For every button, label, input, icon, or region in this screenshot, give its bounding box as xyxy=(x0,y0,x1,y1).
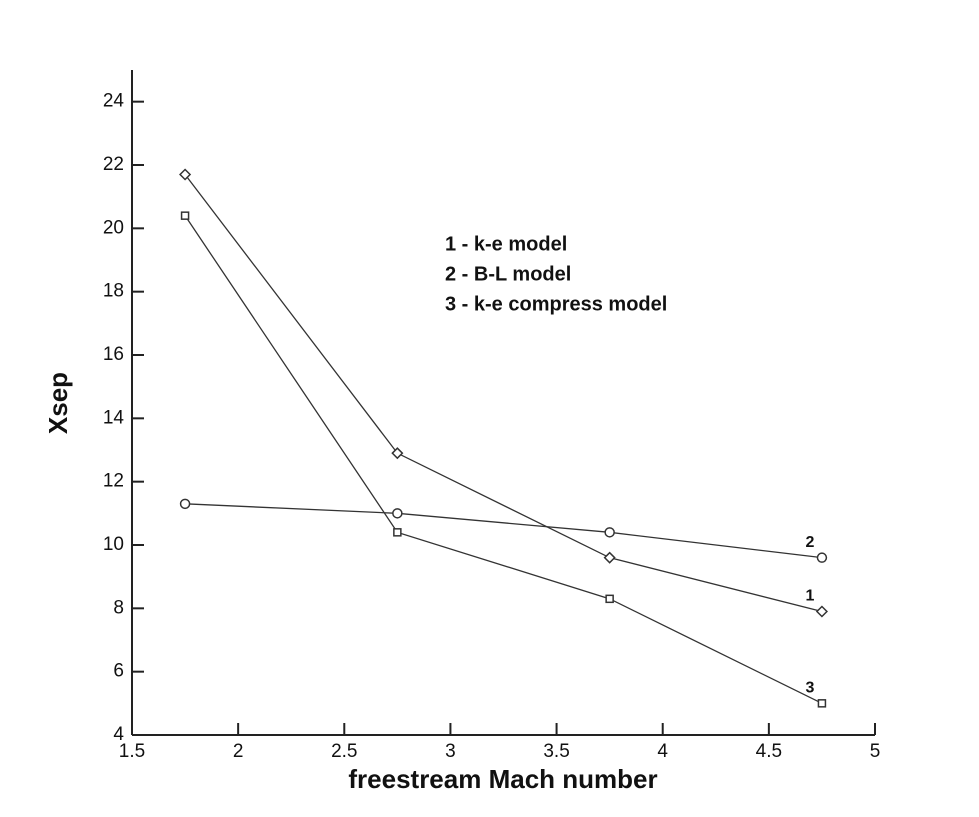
point xyxy=(816,552,828,563)
x-tick-label: 1.5 xyxy=(119,741,145,762)
legend-entry: 1 - k-e model xyxy=(445,233,567,255)
x-tick-label: 4.5 xyxy=(756,741,782,762)
series-tag: 2 xyxy=(805,534,814,551)
y-tick-label: 16 xyxy=(103,344,124,365)
x-tick-label: 3.5 xyxy=(543,741,569,762)
series-line xyxy=(184,174,823,613)
y-tick-label: 18 xyxy=(103,281,124,302)
point xyxy=(392,508,403,519)
point xyxy=(180,211,190,220)
x-axis-title: freestream Mach number xyxy=(348,764,657,794)
point xyxy=(391,447,404,460)
point xyxy=(817,699,827,708)
y-tick-label: 10 xyxy=(103,534,124,555)
y-axis-title: Xsep xyxy=(43,372,73,434)
series-line xyxy=(185,503,823,559)
y-tick-label: 24 xyxy=(103,91,125,112)
x-tick-label: 4 xyxy=(657,741,668,762)
y-tick-label: 12 xyxy=(103,471,124,492)
x-tick-label: 2 xyxy=(233,741,244,762)
point xyxy=(179,498,191,510)
point xyxy=(815,605,828,618)
y-tick-label: 22 xyxy=(103,154,124,175)
y-tick-label: 14 xyxy=(103,407,125,428)
x-tick-label: 3 xyxy=(445,741,456,762)
point xyxy=(605,594,614,604)
series-tag: 1 xyxy=(805,588,814,605)
y-tick-label: 4 xyxy=(113,724,124,745)
x-tick-label: 5 xyxy=(870,741,881,762)
y-tick-label: 20 xyxy=(103,217,124,238)
point xyxy=(393,528,402,537)
series-tag: 3 xyxy=(805,680,814,697)
legend-entry: 2 - B-L model xyxy=(445,263,571,285)
point xyxy=(604,527,615,538)
y-tick-label: 8 xyxy=(113,597,124,618)
y-tick-label: 6 xyxy=(113,661,124,682)
point xyxy=(179,168,192,181)
series-line xyxy=(184,215,823,704)
point xyxy=(603,551,616,564)
legend-entry: 3 - k-e compress model xyxy=(445,293,667,315)
x-tick-label: 2.5 xyxy=(331,741,357,762)
